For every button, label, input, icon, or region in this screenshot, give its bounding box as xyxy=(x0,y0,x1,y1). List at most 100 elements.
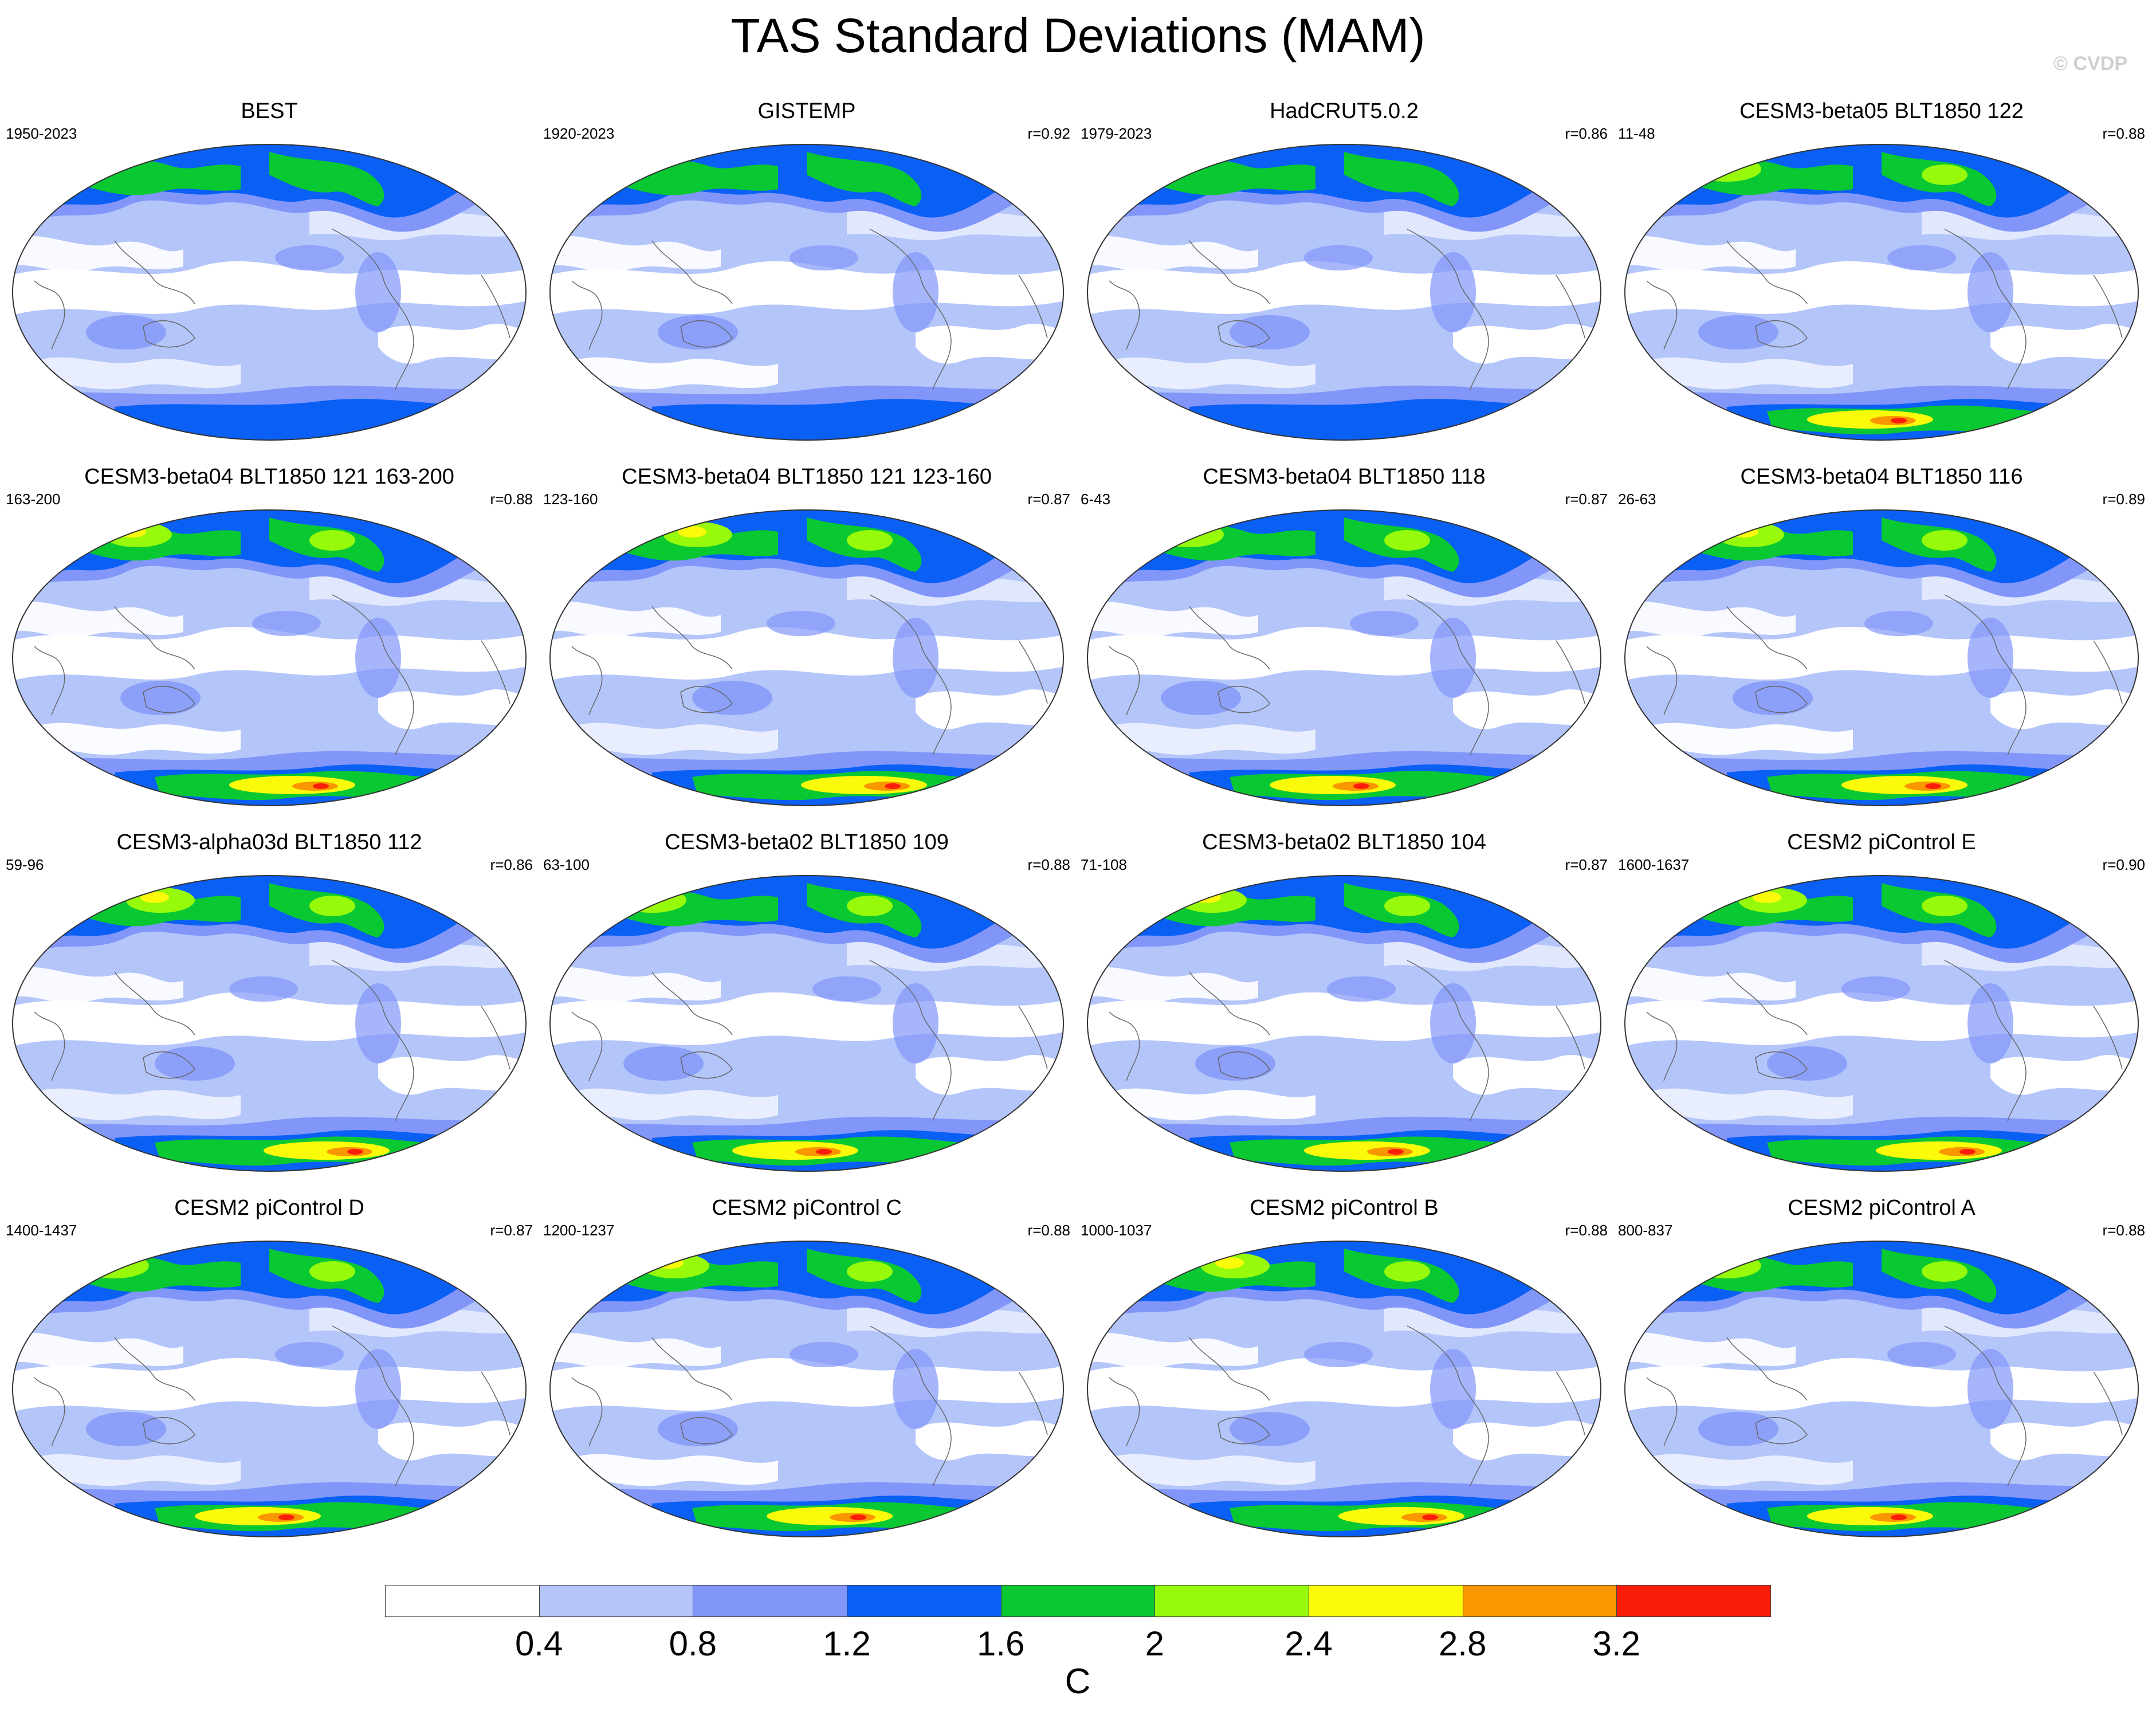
map-panel: CESM2 piControl C 1200-1237 r=0.88 xyxy=(543,1195,1070,1539)
colorbar-swatch xyxy=(693,1585,847,1617)
world-map xyxy=(1087,875,1601,1172)
colorbar-swatch xyxy=(385,1585,540,1617)
map-panel: CESM3-beta04 BLT1850 118 6-43 r=0.87 xyxy=(1081,464,1608,808)
colorbar-tick-label: 1.2 xyxy=(823,1624,871,1663)
panel-title: CESM2 piControl A xyxy=(1788,1196,1976,1220)
world-map xyxy=(1087,144,1601,441)
panel-years: 163-200 xyxy=(6,490,61,508)
map-panel: CESM3-beta04 BLT1850 121 163-200 163-200 r… xyxy=(6,464,533,808)
map-panel: CESM2 piControl A 800-837 r=0.88 xyxy=(1618,1195,2145,1539)
map-panel: CESM3-beta02 BLT1850 109 63-100 r=0.88 xyxy=(543,830,1070,1174)
world-map xyxy=(1624,509,2139,806)
panel-correlation: r=0.86 xyxy=(1565,125,1608,142)
panel-title: BEST xyxy=(241,99,298,123)
panel-title: CESM3-beta04 BLT1850 118 xyxy=(1203,465,1486,489)
colorbar-swatch xyxy=(1000,1585,1156,1617)
map-panel: CESM3-alpha03d BLT1850 112 59-96 r=0.86 xyxy=(6,830,533,1174)
colorbar-tick-label: 3.2 xyxy=(1592,1624,1641,1663)
panel-correlation: r=0.87 xyxy=(490,1222,533,1239)
world-map xyxy=(549,144,1064,441)
world-map xyxy=(12,144,527,441)
world-map xyxy=(1087,509,1601,806)
panel-years: 1400-1437 xyxy=(6,1222,77,1239)
map-panel: CESM2 piControl D 1400-1437 r=0.87 xyxy=(6,1195,533,1539)
panel-title: CESM3-beta04 BLT1850 121 123-160 xyxy=(622,465,992,489)
colorbar-swatch xyxy=(1462,1585,1617,1617)
map-panel: CESM2 piControl E 1600-1637 r=0.90 xyxy=(1618,830,2145,1174)
panel-title: HadCRUT5.0.2 xyxy=(1270,99,1419,123)
world-map xyxy=(12,875,527,1172)
colorbar-tick-label: 1.6 xyxy=(976,1624,1025,1663)
panel-correlation: r=0.92 xyxy=(1027,125,1070,142)
colorbar-tick-label: 2 xyxy=(1145,1624,1165,1663)
panel-title: CESM2 piControl B xyxy=(1250,1196,1439,1220)
colorbar-unit: C xyxy=(1065,1662,1091,1701)
world-map xyxy=(12,1241,527,1537)
colorbar xyxy=(385,1585,1771,1618)
figure-title: TAS Standard Deviations (MAM) xyxy=(731,9,1425,62)
panel-years: 1200-1237 xyxy=(543,1222,615,1239)
panel-title: CESM3-beta02 BLT1850 104 xyxy=(1202,830,1486,854)
colorbar-swatch xyxy=(1154,1585,1309,1617)
colorbar-swatch xyxy=(847,1585,1002,1617)
panel-title: GISTEMP xyxy=(757,99,856,123)
panel-years: 63-100 xyxy=(543,856,590,873)
panel-years: 1979-2023 xyxy=(1081,125,1152,142)
colorbar-swatch xyxy=(1616,1585,1771,1617)
panel-title: CESM2 piControl C xyxy=(712,1196,902,1220)
panel-correlation: r=0.87 xyxy=(1027,490,1070,508)
cvdp-watermark: © CVDP xyxy=(2053,53,2127,74)
colorbar-tick-label: 0.4 xyxy=(515,1624,563,1663)
world-map xyxy=(549,509,1064,806)
panel-correlation: r=0.87 xyxy=(1565,856,1608,873)
world-map xyxy=(12,509,527,806)
world-map xyxy=(1624,144,2139,441)
panel-title: CESM2 piControl E xyxy=(1787,830,1976,854)
panel-years: 6-43 xyxy=(1081,490,1111,508)
colorbar-swatch xyxy=(539,1585,694,1617)
panel-years: 59-96 xyxy=(6,856,44,873)
colorbar-tick-label: 2.8 xyxy=(1438,1624,1487,1663)
colorbar-swatch xyxy=(1309,1585,1463,1617)
map-panel: CESM3-beta02 BLT1850 104 71-108 r=0.87 xyxy=(1081,830,1608,1174)
world-map xyxy=(549,1241,1064,1537)
panel-title: CESM3-beta05 BLT1850 122 xyxy=(1739,99,2024,123)
map-panel: CESM3-beta04 BLT1850 116 26-63 r=0.89 xyxy=(1618,464,2145,808)
panel-title: CESM3-beta02 BLT1850 109 xyxy=(665,830,949,854)
world-map xyxy=(1624,1241,2139,1537)
panel-years: 71-108 xyxy=(1081,856,1127,873)
panel-title: CESM3-alpha03d BLT1850 112 xyxy=(116,830,422,854)
map-panel: CESM3-beta04 BLT1850 121 123-160 123-160 r… xyxy=(543,464,1070,808)
colorbar-tick-label: 0.8 xyxy=(669,1624,717,1663)
panel-title: CESM3-beta04 BLT1850 116 xyxy=(1740,465,2023,489)
panel-years: 1000-1037 xyxy=(1081,1222,1152,1239)
panel-years: 123-160 xyxy=(543,490,598,508)
panel-years: 1600-1637 xyxy=(1618,856,1690,873)
map-panel: CESM3-beta05 BLT1850 122 11-48 r=0.88 xyxy=(1618,99,2145,442)
panel-years: 1920-2023 xyxy=(543,125,615,142)
colorbar-tick-label: 2.4 xyxy=(1285,1624,1333,1663)
panel-correlation: r=0.88 xyxy=(1027,1222,1070,1239)
panel-years: 26-63 xyxy=(1618,490,1656,508)
panel-years: 11-48 xyxy=(1618,125,1655,142)
panel-correlation: r=0.88 xyxy=(2102,125,2145,142)
map-panel: GISTEMP 1920-2023 r=0.92 xyxy=(543,99,1070,442)
panel-correlation: r=0.88 xyxy=(490,490,533,508)
panel-correlation: r=0.88 xyxy=(2102,1222,2145,1239)
panel-title: CESM3-beta04 BLT1850 121 163-200 xyxy=(84,465,454,489)
panel-correlation: r=0.90 xyxy=(2102,856,2145,873)
panel-correlation: r=0.89 xyxy=(2102,490,2145,508)
panel-correlation: r=0.87 xyxy=(1565,490,1608,508)
panel-years: 1950-2023 xyxy=(6,125,77,142)
world-map xyxy=(549,875,1064,1172)
map-panel: HadCRUT5.0.2 1979-2023 r=0.86 xyxy=(1081,99,1608,442)
map-panel: BEST 1950-2023 xyxy=(6,99,533,442)
panel-correlation: r=0.88 xyxy=(1565,1222,1608,1239)
world-map xyxy=(1087,1241,1601,1537)
world-map xyxy=(1624,875,2139,1172)
map-panel: CESM2 piControl B 1000-1037 r=0.88 xyxy=(1081,1195,1608,1539)
panel-correlation: r=0.86 xyxy=(490,856,533,873)
panel-title: CESM2 piControl D xyxy=(174,1196,364,1220)
panel-years: 800-837 xyxy=(1618,1222,1673,1239)
panel-correlation: r=0.88 xyxy=(1027,856,1070,873)
